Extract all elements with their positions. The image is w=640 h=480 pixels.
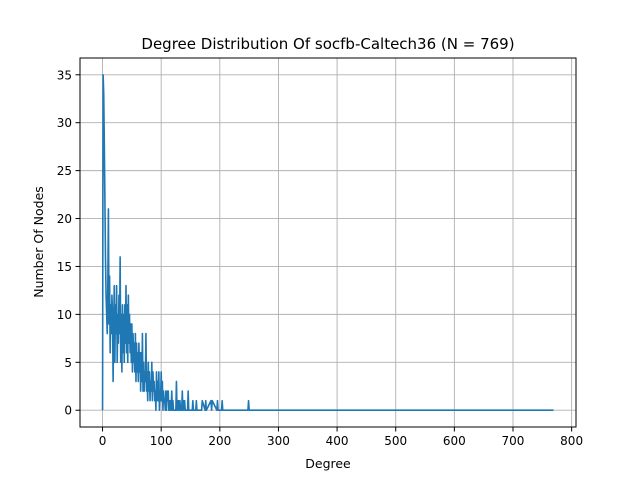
y-tick-label-0: 0: [64, 404, 72, 418]
series-group: [101, 73, 554, 412]
series-line-0: [101, 73, 554, 412]
x-axis-ticks: 0 100 200 300 400 500 600 700 800: [99, 427, 583, 448]
chart-title: Degree Distribution Of socfb-Caltech36 (…: [141, 35, 514, 53]
x-tick-label-0: 0: [99, 434, 107, 448]
y-tick-label-2: 10: [57, 308, 72, 322]
y-axis-label: Number Of Nodes: [31, 186, 46, 298]
plot-frame: [79, 57, 577, 428]
x-axis-label: Degree: [305, 456, 351, 471]
y-tick-label-5: 25: [57, 164, 72, 178]
y-tick-label-4: 20: [57, 212, 72, 226]
grid-lines: [80, 58, 576, 427]
x-tick-label-2: 200: [208, 434, 231, 448]
x-tick-label-1: 100: [150, 434, 173, 448]
x-tick-label-8: 800: [560, 434, 583, 448]
y-axis-ticks: 0 5 10 15 20 25 30 35: [57, 68, 80, 418]
y-tick-label-1: 5: [64, 356, 72, 370]
x-tick-label-6: 600: [443, 434, 466, 448]
x-tick-label-7: 700: [502, 434, 525, 448]
y-tick-label-3: 15: [57, 260, 72, 274]
x-tick-label-5: 500: [384, 434, 407, 448]
y-tick-label-7: 35: [57, 68, 72, 82]
x-tick-label-4: 400: [326, 434, 349, 448]
x-tick-label-3: 300: [267, 434, 290, 448]
y-tick-label-6: 30: [57, 116, 72, 130]
